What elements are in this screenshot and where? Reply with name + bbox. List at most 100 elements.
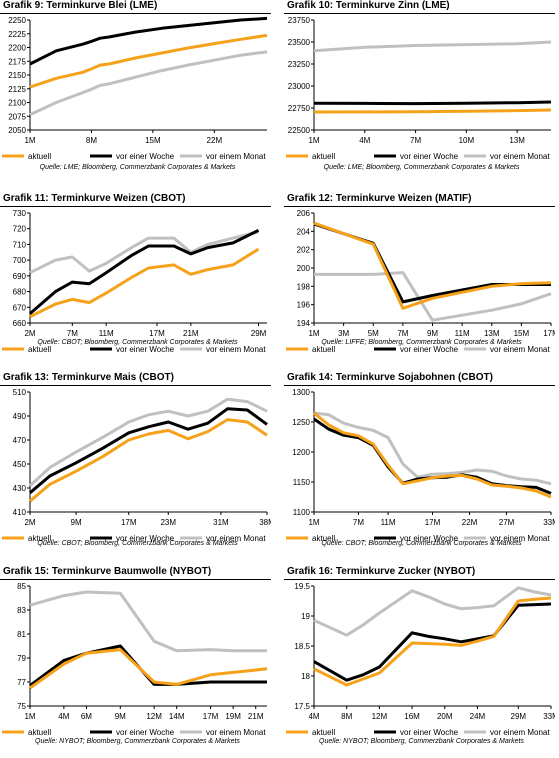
chart-title: Grafik 13: Terminkurve Mais (CBOT) (3, 372, 174, 383)
x-tick-label: 5M (368, 329, 379, 338)
y-tick-label: 85 (17, 582, 26, 591)
chart-panel-weizen-cbot: Grafik 11: Terminkurve Weizen (CBOT) 660… (0, 193, 275, 381)
x-tick-label: 1M (24, 136, 35, 145)
series-line-woche (313, 100, 552, 106)
legend-label-monat: vor einem Monat (206, 152, 266, 161)
title-rule (0, 385, 271, 386)
x-tick-label: 9M (427, 329, 438, 338)
y-tick-label: 700 (13, 256, 27, 265)
y-tick-label: 204 (297, 227, 311, 236)
x-tick-label: 4M (359, 136, 370, 145)
series-line-monat (28, 397, 268, 487)
x-tick-label: 21M (183, 329, 199, 338)
y-tick-label: 202 (297, 246, 311, 255)
x-tick-label: 11M (455, 329, 470, 338)
x-tick-label: 7M (67, 329, 78, 338)
chart-source: Quelle: LME; Bloomberg, Commerzbank Corp… (39, 164, 236, 171)
x-tick-label: 29M (251, 329, 267, 338)
y-tick-label: 22750 (288, 104, 311, 113)
line-chart: 660 670 680 690 700 710 720 730 2M 7M 11M 17M 21M 29M… (2, 209, 267, 354)
legend-label-woche: vor einer Woche (400, 345, 459, 354)
legend-label-monat: vor einem Monat (490, 728, 550, 737)
y-tick-label: 410 (13, 508, 27, 517)
chart-title: Grafik 9: Terminkurve Blei (LME) (3, 0, 158, 11)
y-tick-label: 23500 (288, 38, 311, 47)
chart-panel-mais-cbot: Grafik 13: Terminkurve Mais (CBOT) 410 43… (0, 372, 275, 560)
series-line-monat (29, 50, 268, 116)
legend-label-woche: vor einer Woche (400, 534, 459, 543)
legend-label-woche: vor einer Woche (116, 345, 175, 354)
y-tick-label: 2075 (8, 112, 26, 121)
chart-source: Quelle: CBOT; Bloomberg, Commerzbank Cor… (37, 540, 238, 547)
chart-panel-zucker-nybot: Grafik 16: Terminkurve Zucker (NYBOT) 17… (284, 566, 559, 754)
x-tick-label: 1M (308, 518, 319, 527)
x-tick-label: 6M (81, 712, 92, 721)
y-tick-label: 75 (17, 702, 26, 711)
y-tick-label: 1250 (292, 418, 310, 427)
y-tick-label: 1200 (292, 448, 310, 457)
series-line-woche (313, 602, 552, 682)
legend-label-monat: vor einem Monat (206, 534, 266, 543)
y-tick-label: 23000 (288, 82, 311, 91)
line-chart: 75 77 79 81 83 85 1M 4M 6M 9M 12M 14M 17M 19M 21M aktue… (2, 582, 268, 737)
x-tick-label: 12M (146, 712, 162, 721)
x-tick-label: 27M (499, 518, 515, 527)
y-tick-label: 83 (17, 606, 26, 615)
legend-label-woche: vor einer Woche (116, 534, 175, 543)
chart-source: Quelle: NYBOT; Bloomberg, Commerzbank Co… (319, 738, 524, 745)
title-rule (284, 385, 555, 386)
legend-label-woche: vor einer Woche (116, 152, 175, 161)
legend-label-aktuell: aktuell (28, 534, 51, 543)
x-tick-label: 38M (259, 518, 271, 527)
x-tick-label: 14M (169, 712, 185, 721)
chart-source: Quelle: CBOT; Bloomberg, Commerzbank Cor… (321, 540, 522, 547)
x-tick-label: 17M (543, 329, 555, 338)
x-tick-label: 15M (145, 136, 161, 145)
y-tick-label: 200 (297, 264, 311, 273)
line-chart: 2050 2075 2100 2125 2150 2175 2200 2225 2250 1M 8M… (2, 16, 268, 161)
y-tick-label: 710 (13, 240, 27, 249)
y-tick-label: 198 (297, 282, 311, 291)
y-tick-label: 430 (13, 484, 27, 493)
series-line-aktuell (313, 596, 552, 687)
title-rule (284, 206, 555, 207)
x-tick-label: 1M (308, 329, 319, 338)
x-tick-label: 17M (149, 329, 165, 338)
legend-label-aktuell: aktuell (312, 152, 335, 161)
x-tick-label: 33M (543, 518, 555, 527)
x-tick-label: 4M (308, 712, 319, 721)
y-tick-label: 19 (301, 612, 310, 621)
y-tick-label: 79 (17, 654, 26, 663)
y-tick-label: 720 (13, 225, 27, 234)
series-line-aktuell (313, 108, 552, 114)
y-tick-label: 22500 (288, 126, 311, 135)
x-tick-label: 17M (203, 712, 219, 721)
chart-source: Quelle: NYBOT; Bloomberg, Commerzbank Co… (35, 738, 240, 745)
x-tick-label: 23M (160, 518, 176, 527)
series-line-aktuell (29, 247, 260, 319)
line-chart: 17.5 18 18.5 19 19.5 4M 8M 12M 16M 20M 24M 29M 33M ak… (286, 582, 555, 737)
chart-title: Grafik 15: Terminkurve Baumwolle (NYBOT) (3, 566, 212, 577)
legend-label-aktuell: aktuell (28, 152, 51, 161)
y-tick-label: 660 (13, 319, 27, 328)
chart-source: Quelle: LME; Bloomberg, Commerzbank Corp… (323, 164, 520, 171)
series-line-aktuell (313, 221, 552, 310)
x-tick-label: 33M (543, 712, 555, 721)
line-chart: 22500 22750 23000 23250 23500 23750 1M 4M 7M 10M 1… (286, 16, 552, 161)
legend-label-woche: vor einer Woche (116, 728, 175, 737)
x-tick-label: 17M (121, 518, 137, 527)
legend-label-aktuell: aktuell (28, 345, 51, 354)
chart-source: Quelle: CBOT; Bloomberg, Commerzbank Cor… (37, 339, 238, 346)
y-tick-label: 470 (13, 436, 27, 445)
legend-label-monat: vor einem Monat (490, 345, 550, 354)
series-line-woche (29, 644, 267, 687)
title-rule (284, 579, 555, 580)
x-tick-label: 12M (372, 712, 388, 721)
series-line-monat (29, 590, 267, 653)
y-tick-label: 18 (301, 672, 310, 681)
series-line-monat (313, 411, 552, 486)
x-tick-label: 15M (514, 329, 530, 338)
y-tick-label: 2200 (8, 44, 26, 53)
x-tick-label: 11M (99, 329, 114, 338)
x-tick-label: 19M (225, 712, 241, 721)
